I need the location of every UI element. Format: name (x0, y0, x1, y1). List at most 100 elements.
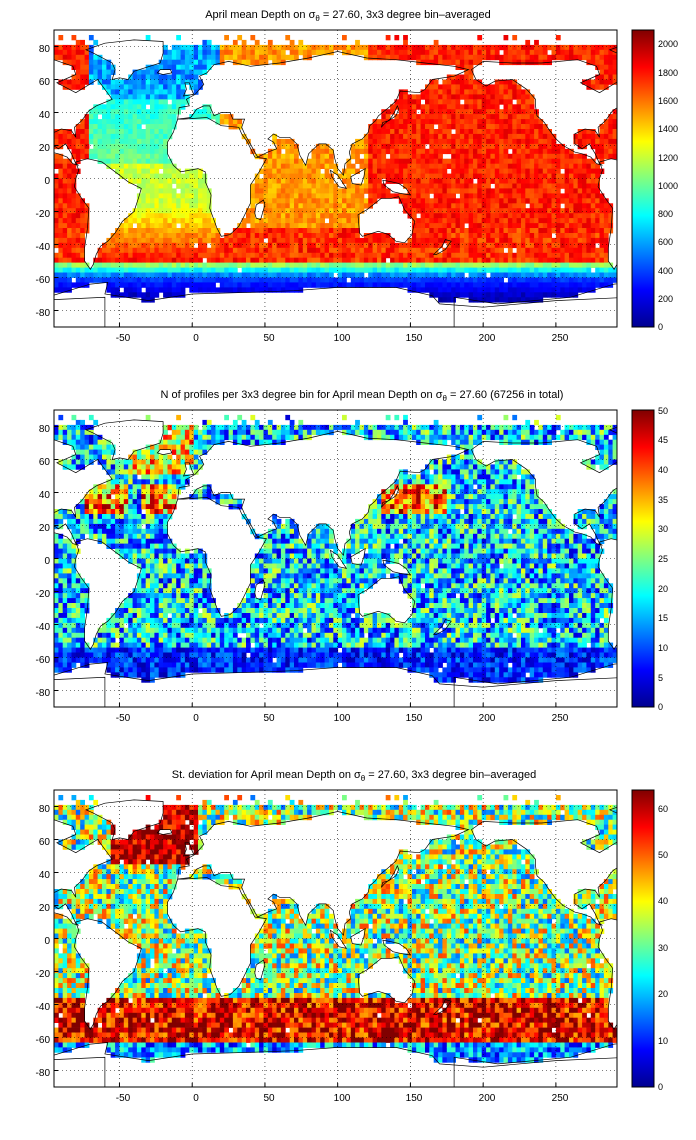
heatmap-cell (595, 203, 600, 209)
heatmap-cell (420, 188, 426, 194)
heatmap-cell (503, 208, 509, 214)
heatmap-cell (311, 262, 317, 268)
heatmap-cell (560, 183, 566, 189)
heatmap-cell (425, 188, 430, 194)
heatmap-cell (416, 104, 421, 110)
heatmap-cell (224, 267, 229, 273)
heatmap-cell (377, 173, 382, 179)
heatmap-cell (551, 158, 557, 164)
heatmap-cell (521, 138, 526, 145)
heatmap-cell (110, 99, 116, 105)
heatmap-cell (150, 183, 155, 189)
heatmap-cell (372, 272, 378, 278)
heatmap-cell (486, 267, 491, 273)
heatmap-cell (586, 59, 592, 66)
heatmap-cell (280, 257, 286, 263)
heatmap-cell (198, 198, 203, 204)
heatmap-cell (119, 133, 125, 140)
heatmap-cell (525, 109, 531, 115)
heatmap-cell (97, 74, 103, 80)
heatmap-cell (119, 237, 125, 244)
heatmap-cell (542, 262, 548, 268)
heatmap-cell (411, 124, 417, 130)
heatmap-cell (516, 252, 522, 259)
heatmap-cell (67, 183, 72, 189)
heatmap-cell (154, 247, 160, 254)
heatmap-cell (259, 277, 264, 283)
heatmap-cell (145, 242, 151, 249)
heatmap-cell (224, 119, 229, 125)
heatmap-cell (542, 143, 548, 150)
heatmap-cell (473, 143, 478, 150)
heatmap-cell (438, 218, 443, 224)
heatmap-cell (150, 114, 155, 120)
heatmap-cell (54, 178, 59, 184)
heatmap-cell (534, 183, 539, 189)
heatmap-cell (394, 153, 400, 160)
heatmap-cell (586, 228, 592, 234)
heatmap-cell (202, 178, 208, 184)
heatmap-cell (58, 538, 64, 544)
heatmap-cell (320, 203, 325, 209)
heatmap-cell (163, 79, 168, 85)
heatmap-cell (512, 163, 518, 169)
heatmap-cell (473, 158, 478, 164)
heatmap-cell (189, 59, 195, 66)
heatmap-cell (394, 138, 400, 145)
heatmap-cell (67, 608, 72, 614)
heatmap-cell (503, 133, 509, 140)
heatmap-cell (464, 138, 469, 145)
heatmap-cell (442, 218, 448, 224)
heatmap-cell (285, 213, 291, 219)
heatmap-cell (342, 213, 347, 219)
heatmap-cell (429, 237, 435, 244)
heatmap-cell (534, 168, 539, 174)
heatmap-cell (512, 138, 518, 145)
heatmap-cell (171, 267, 177, 273)
heatmap-cell (398, 104, 404, 110)
heatmap-cell (433, 39, 439, 46)
heatmap-cell (468, 133, 474, 140)
heatmap-cell (459, 233, 465, 239)
heatmap-cell (512, 129, 518, 135)
heatmap-cell (355, 168, 360, 174)
heatmap-cell (346, 247, 352, 254)
heatmap-cell (150, 138, 155, 145)
heatmap-cell (263, 59, 269, 66)
heatmap-cell (88, 444, 94, 450)
heatmap-cell (381, 124, 387, 130)
heatmap-cell (534, 292, 539, 298)
heatmap-cell (298, 198, 304, 204)
heatmap-cell (119, 94, 125, 100)
coastline (597, 158, 617, 270)
heatmap-cell (455, 287, 461, 293)
heatmap-cell (224, 262, 229, 268)
heatmap-cell (167, 237, 173, 244)
heatmap-cell (516, 257, 522, 263)
heatmap-cell (407, 168, 413, 174)
heatmap-cell (442, 188, 448, 194)
heatmap-cell (80, 208, 85, 214)
heatmap-cell (54, 228, 59, 234)
heatmap-cell (494, 153, 500, 160)
heatmap-cell (228, 237, 234, 244)
heatmap-cell (468, 79, 474, 85)
heatmap-cell (521, 143, 526, 150)
heatmap-cell (377, 252, 382, 259)
heatmap-cell (67, 163, 72, 169)
heatmap-cell (577, 138, 583, 145)
heatmap-cell (315, 168, 321, 174)
heatmap-cell (71, 143, 77, 150)
heatmap-cell (603, 79, 609, 85)
heatmap-cell (420, 49, 426, 56)
heatmap-cell (516, 193, 522, 199)
heatmap-cell (150, 163, 155, 169)
heatmap-cell (381, 272, 387, 278)
heatmap-cell (267, 188, 273, 194)
heatmap-cell (420, 94, 426, 100)
heatmap-cell (451, 173, 456, 179)
coastlines (54, 39, 617, 327)
colorbar-tick-label: 1200 (658, 153, 678, 163)
heatmap-cell (115, 109, 120, 115)
heatmap-cell (512, 223, 518, 229)
